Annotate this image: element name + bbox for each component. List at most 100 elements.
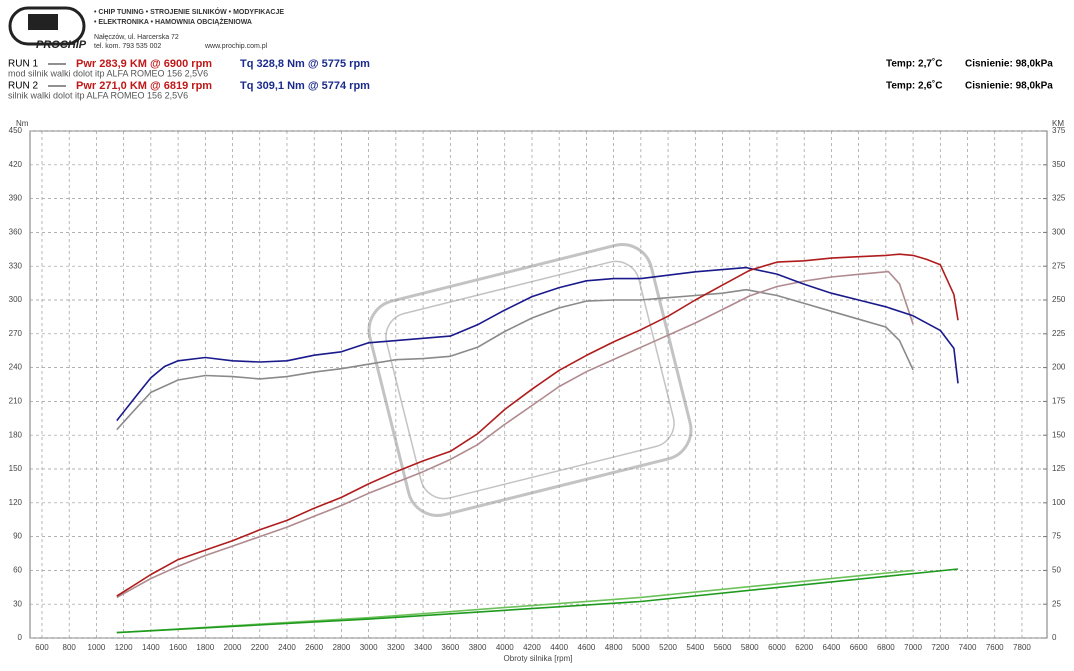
y2-tick-label: 225 — [1052, 329, 1066, 338]
watermark — [367, 243, 693, 517]
x-tick-label: 2600 — [305, 643, 323, 652]
y2-tick-label: 50 — [1052, 566, 1061, 575]
curve — [116, 266, 959, 422]
brand: PROCHIP — [36, 39, 87, 51]
x-tick-label: 4400 — [550, 643, 568, 652]
y-tick-label: 210 — [9, 397, 23, 406]
curve — [116, 270, 914, 599]
grid: 600 800 1000 1200 1400 1600 1800 2000 2200 2400 26… — [9, 126, 1066, 652]
x-tick-label: 6000 — [768, 643, 786, 652]
y2-tick-label: 325 — [1052, 194, 1066, 203]
x-tick-label: 5000 — [632, 643, 650, 652]
logo-ring — [8, 6, 86, 46]
x-tick-label: 1400 — [142, 643, 160, 652]
y2-tick-label: 200 — [1052, 363, 1066, 372]
y-tick-label: 390 — [9, 194, 23, 203]
x-tick-label: 4600 — [578, 643, 596, 652]
y-tick-label: 450 — [9, 126, 23, 135]
y2-tick-label: 350 — [1052, 160, 1066, 169]
y-tick-label: 240 — [9, 363, 23, 372]
x-tick-label: 5200 — [659, 643, 677, 652]
run-description: mod silnik walki dolot itp ALFA ROMEO 15… — [8, 68, 208, 78]
services: • CHIP TUNING • STROJENIE SILNIKÓW • MOD… — [94, 7, 284, 16]
x-tick-label: 4800 — [605, 643, 623, 652]
y-tick-label: 180 — [9, 430, 23, 439]
x-tick-label: 3400 — [414, 643, 432, 652]
y-tick-label: 360 — [9, 228, 23, 237]
y-tick-label: 60 — [13, 566, 22, 575]
x-tick-label: 6800 — [877, 643, 895, 652]
x-tick-label: 3200 — [387, 643, 405, 652]
logo: PROCHIP — [8, 6, 87, 51]
services: • ELEKTRONIKA • HAMOWNIA OBCIĄŻENIOWA — [94, 18, 252, 26]
curve — [116, 569, 914, 634]
watermark-frame — [367, 243, 693, 517]
curve — [116, 253, 959, 597]
x-tick-label: 3800 — [469, 643, 487, 652]
plot-frame — [29, 130, 1048, 639]
x-tick-label: 2400 — [278, 643, 296, 652]
y2-tick-label: 0 — [1052, 633, 1057, 642]
y-tick-label: 300 — [9, 295, 23, 304]
run-torque: Tq 328,8 Nm @ 5775 rpm — [240, 58, 370, 70]
y2-tick-label: 75 — [1052, 532, 1061, 541]
y-tick-label: 90 — [13, 532, 22, 541]
y-tick-label: 30 — [13, 599, 22, 608]
run-label: RUN 2 — [8, 81, 38, 92]
x-tick-label: 3000 — [360, 643, 378, 652]
y2-tick-label: 250 — [1052, 295, 1066, 304]
run-info: RUN 1 Pwr 283,9 KM @ 6900 rpm Tq 328,8 Nm … — [8, 58, 1053, 101]
y2-tick-label: 175 — [1052, 397, 1066, 406]
y-tick-label: 420 — [9, 160, 23, 169]
x-tick-label: 4200 — [523, 643, 541, 652]
watermark-frame — [385, 260, 675, 500]
y-tick-label: 330 — [9, 261, 23, 270]
logo-engine — [28, 14, 58, 30]
run-label: RUN 1 — [8, 59, 38, 70]
y2-tick-label: 25 — [1052, 599, 1061, 608]
x-tick-label: 7800 — [1013, 643, 1031, 652]
x-tick-label: 7000 — [904, 643, 922, 652]
x-tick-label: 800 — [63, 643, 77, 652]
y2-tick-label: 100 — [1052, 498, 1066, 507]
run-torque: Tq 309,1 Nm @ 5774 rpm — [240, 80, 370, 92]
x-tick-label: 1000 — [88, 643, 106, 652]
x-tick-label: 2200 — [251, 643, 269, 652]
x-tick-label: 7600 — [986, 643, 1004, 652]
x-tick-label: 6200 — [795, 643, 813, 652]
x-tick-label: 2000 — [224, 643, 242, 652]
y2-tick-label: 300 — [1052, 228, 1066, 237]
x-tick-label: 7400 — [959, 643, 977, 652]
x-tick-label: 5800 — [741, 643, 759, 652]
y2-tick-label: 125 — [1052, 464, 1066, 473]
x-tick-label: 6400 — [823, 643, 841, 652]
y-tick-label: 150 — [9, 464, 23, 473]
curve — [116, 568, 959, 634]
y2-tick-label: 150 — [1052, 430, 1066, 439]
y2-axis-label: KM — [1052, 119, 1064, 128]
run-power: Pwr 283,9 KM @ 6900 rpm — [76, 58, 212, 70]
x-tick-label: 1200 — [115, 643, 133, 652]
phone: tel. kom. 793 535 002 — [94, 43, 161, 50]
y-tick-label: 0 — [18, 633, 23, 642]
x-tick-label: 7200 — [931, 643, 949, 652]
y2-tick-label: 375 — [1052, 126, 1066, 135]
y-tick-label: 270 — [9, 329, 23, 338]
y-axis-label: Nm — [16, 119, 29, 128]
x-tick-label: 1800 — [196, 643, 214, 652]
x-tick-label: 2800 — [333, 643, 351, 652]
curve — [116, 288, 914, 431]
run-description: silnik walki dolot itp ALFA ROMEO 156 2,… — [8, 90, 188, 100]
website: www.prochip.com.pl — [204, 43, 268, 50]
x-tick-label: 3600 — [441, 643, 459, 652]
y2-tick-label: 275 — [1052, 261, 1066, 270]
run-pressure: Cisnienie: 98,0kPa — [965, 81, 1053, 92]
x-tick-label: 4000 — [496, 643, 514, 652]
x-tick-label: 5600 — [714, 643, 732, 652]
run-temp: Temp: 2,6˚C — [886, 80, 943, 92]
x-tick-label: 6600 — [850, 643, 868, 652]
curves — [116, 253, 959, 634]
address: Nałęczów, ul. Harcerska 72 — [94, 34, 179, 41]
run-pressure: Cisnienie: 98,0kPa — [965, 59, 1053, 70]
